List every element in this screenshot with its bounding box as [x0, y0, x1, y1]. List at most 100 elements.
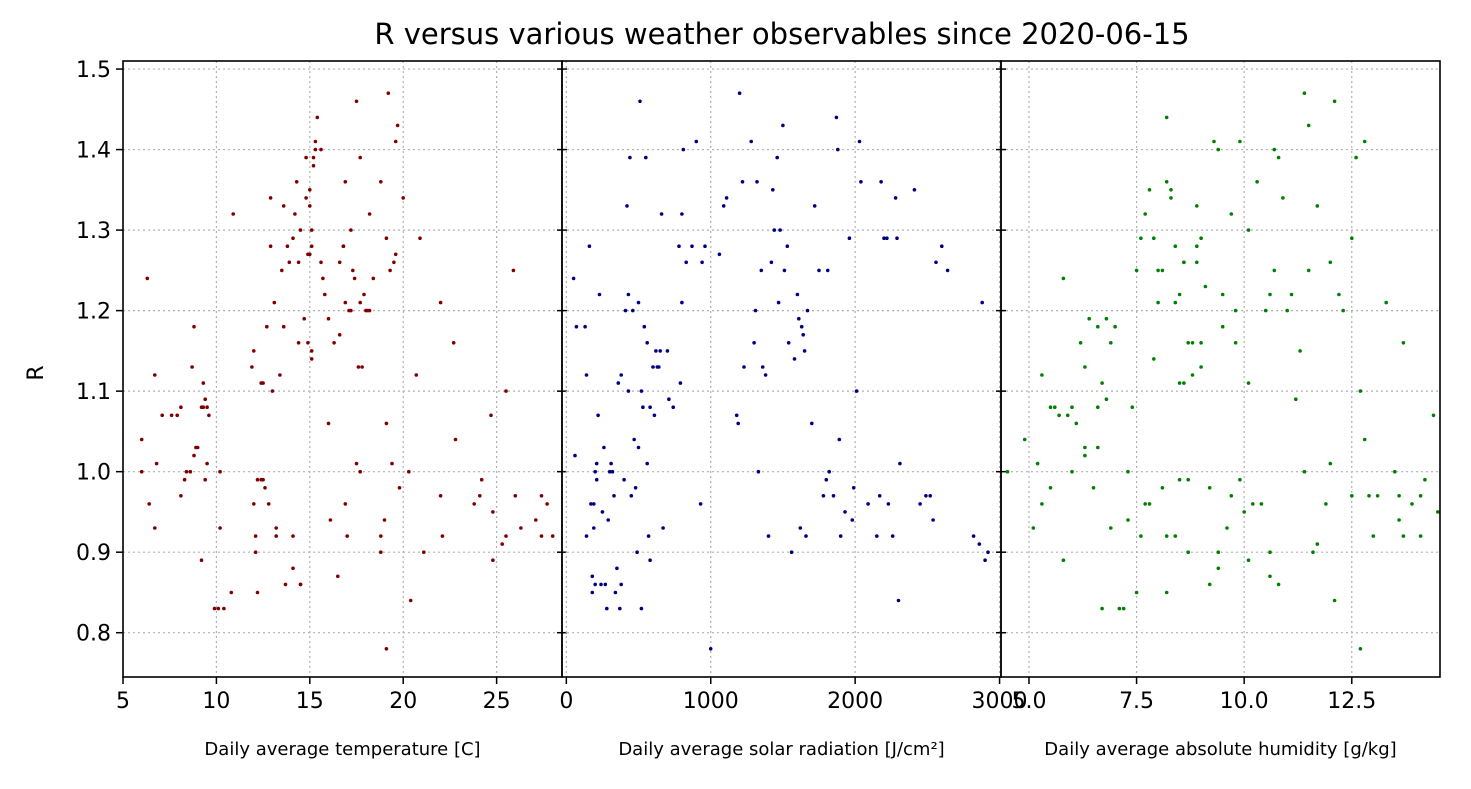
- data-point: [1005, 469, 1010, 474]
- data-point: [1130, 405, 1135, 410]
- data-point: [274, 534, 279, 538]
- y-tick-label: 1.5: [76, 58, 111, 83]
- data-point: [343, 300, 348, 305]
- data-point: [1078, 341, 1083, 345]
- data-point: [626, 292, 631, 297]
- data-point: [418, 236, 422, 240]
- data-point: [1418, 494, 1423, 498]
- data-point: [636, 445, 641, 450]
- data-point: [612, 494, 616, 498]
- data-point: [298, 228, 303, 232]
- data-point: [139, 469, 144, 474]
- x-tick-label: 10.0: [1220, 689, 1269, 714]
- data-point: [615, 566, 619, 571]
- data-point: [401, 196, 406, 200]
- data-point: [645, 461, 649, 466]
- data-point: [309, 357, 314, 361]
- data-point: [834, 115, 839, 120]
- data-point: [1268, 574, 1272, 579]
- data-point: [594, 461, 599, 466]
- data-point: [775, 155, 779, 160]
- data-point: [619, 373, 623, 377]
- data-point: [940, 244, 944, 248]
- data-point: [255, 477, 260, 482]
- data-point: [810, 421, 814, 426]
- data-point: [1216, 147, 1221, 152]
- data-point: [1362, 139, 1367, 144]
- data-point: [1173, 300, 1178, 305]
- data-point: [154, 461, 159, 466]
- data-point: [599, 582, 603, 587]
- data-point: [850, 518, 855, 522]
- data-point: [272, 300, 277, 305]
- data-point: [609, 461, 613, 466]
- data-point: [1371, 534, 1376, 538]
- data-point: [1397, 518, 1401, 522]
- data-point: [328, 518, 333, 522]
- data-point: [684, 260, 688, 265]
- data-point: [1048, 405, 1053, 410]
- y-tick-label: 0.8: [76, 622, 111, 647]
- data-point: [311, 163, 316, 168]
- data-point: [504, 389, 508, 393]
- data-point: [337, 260, 342, 265]
- data-point: [805, 308, 810, 313]
- data-point: [1169, 188, 1173, 192]
- data-point: [589, 502, 593, 506]
- data-point: [1199, 341, 1203, 345]
- data-point: [753, 308, 758, 313]
- data-point: [539, 494, 544, 498]
- data-point: [895, 236, 899, 240]
- data-point: [1332, 99, 1337, 104]
- data-point: [414, 373, 419, 377]
- data-point: [358, 300, 363, 305]
- data-point: [1418, 534, 1423, 538]
- data-point: [1065, 413, 1070, 418]
- data-point: [1087, 316, 1091, 321]
- data-point: [1109, 526, 1113, 530]
- data-point: [633, 486, 638, 490]
- data-point: [1229, 212, 1234, 216]
- x-axis-label: Daily average temperature [C]: [204, 739, 480, 760]
- data-point: [1186, 341, 1190, 345]
- x-tick-label: 2000: [827, 689, 883, 714]
- data-point: [771, 188, 775, 192]
- data-point: [843, 510, 847, 514]
- data-point: [1147, 188, 1152, 192]
- data-point: [218, 469, 222, 474]
- data-point: [680, 212, 684, 216]
- data-point: [652, 413, 657, 418]
- data-point: [799, 324, 804, 329]
- data-point: [1207, 486, 1212, 490]
- data-point: [216, 606, 221, 611]
- data-point: [1100, 381, 1104, 385]
- x-tick-label: 7.5: [1119, 689, 1154, 714]
- data-point: [681, 147, 686, 152]
- data-point: [795, 292, 800, 297]
- data-point: [1238, 139, 1242, 144]
- data-point: [680, 300, 684, 305]
- data-point: [635, 550, 639, 554]
- data-point: [1057, 413, 1061, 418]
- scatter-panel-2: 0 1000 2000 3000 Daily average solar radiati…: [557, 60, 1028, 760]
- data-point: [658, 349, 662, 353]
- data-point: [384, 421, 389, 426]
- data-point: [255, 590, 260, 595]
- data-point: [776, 300, 781, 305]
- data-point: [812, 204, 817, 208]
- data-point: [304, 196, 308, 200]
- data-point: [742, 365, 746, 369]
- data-point: [1113, 324, 1117, 329]
- data-point: [636, 300, 641, 305]
- data-point: [362, 292, 366, 297]
- data-point: [1031, 526, 1036, 530]
- data-point: [1091, 486, 1096, 490]
- data-point: [153, 526, 157, 530]
- data-point: [489, 413, 493, 418]
- data-point: [1164, 180, 1169, 184]
- data-point: [596, 413, 600, 418]
- data-point: [1263, 308, 1268, 313]
- data-point: [1177, 381, 1182, 385]
- data-point: [924, 494, 928, 498]
